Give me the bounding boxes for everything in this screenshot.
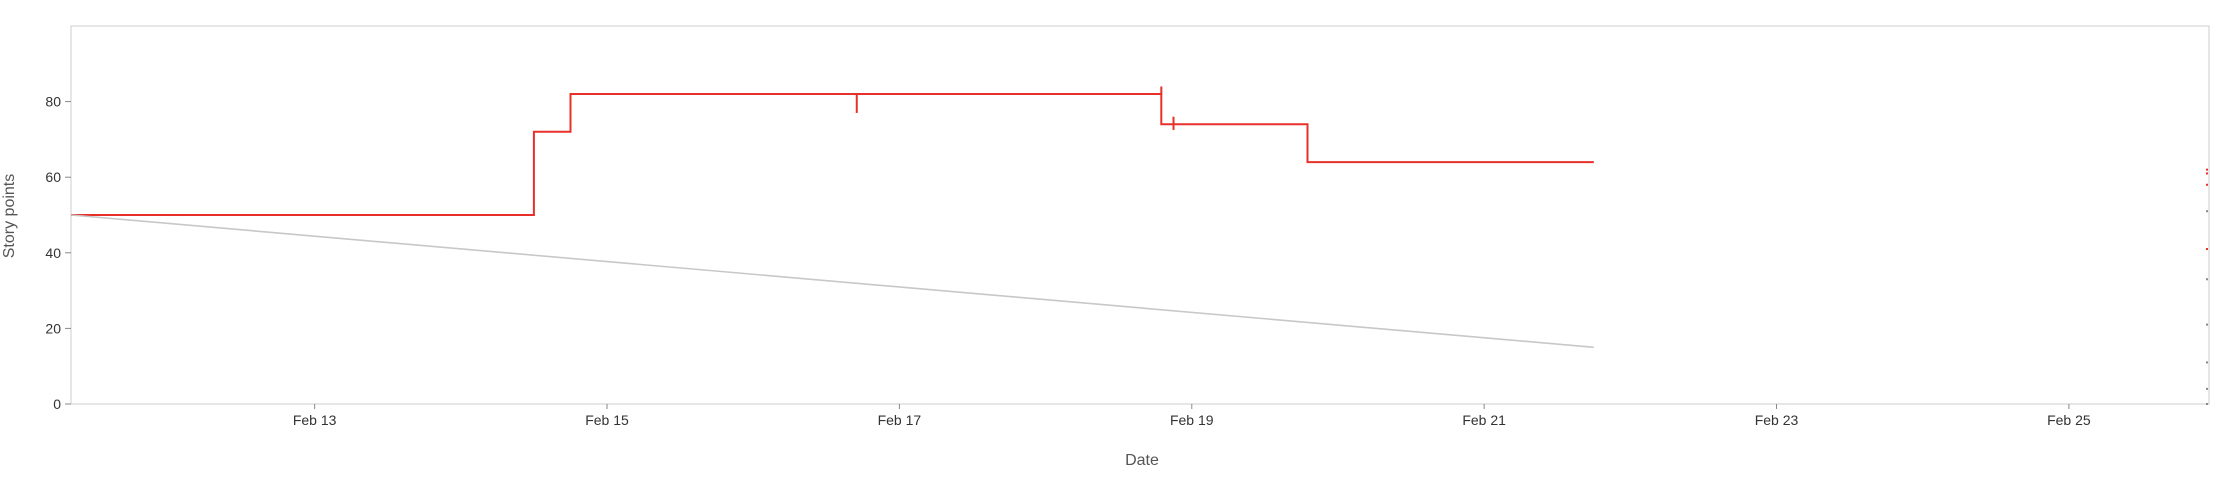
edge-marker [2206,168,2208,171]
x-tick-label: Feb 13 [293,412,337,428]
x-tick-label: Feb 23 [1755,412,1799,428]
edge-marker [2206,248,2208,251]
edge-marker [2206,183,2208,186]
y-tick-label: 80 [45,94,61,110]
y-tick-label: 40 [45,245,61,261]
right-edge-markers [2206,168,2208,405]
y-axis-title: Story points [1,174,18,258]
y-tick-label: 20 [45,320,61,336]
edge-marker [2206,278,2208,281]
x-axis: Feb 13 Feb 15 Feb 17 Feb 19 Feb 21 Feb 23 Feb … [293,404,2091,428]
y-axis: 0 20 40 60 80 [45,94,71,412]
edge-marker [2206,403,2208,405]
x-tick-label: Feb 21 [1462,412,1506,428]
y-tick-label: 60 [45,169,61,185]
edge-marker [2206,361,2208,364]
series-layer [70,86,1594,349]
y-tick-label: 0 [53,396,61,412]
remaining-line [71,93,1594,216]
edge-marker [2206,323,2208,326]
x-tick-label: Feb 17 [878,412,922,428]
edge-marker [2206,387,2208,390]
x-tick-label: Feb 15 [585,412,629,428]
x-tick-label: Feb 25 [2047,412,2091,428]
guideline-line [70,214,1594,349]
edge-marker [2206,172,2208,175]
edge-marker [2206,210,2208,213]
x-axis-title: Date [1125,452,1159,469]
x-tick-label: Feb 19 [1170,412,1214,428]
